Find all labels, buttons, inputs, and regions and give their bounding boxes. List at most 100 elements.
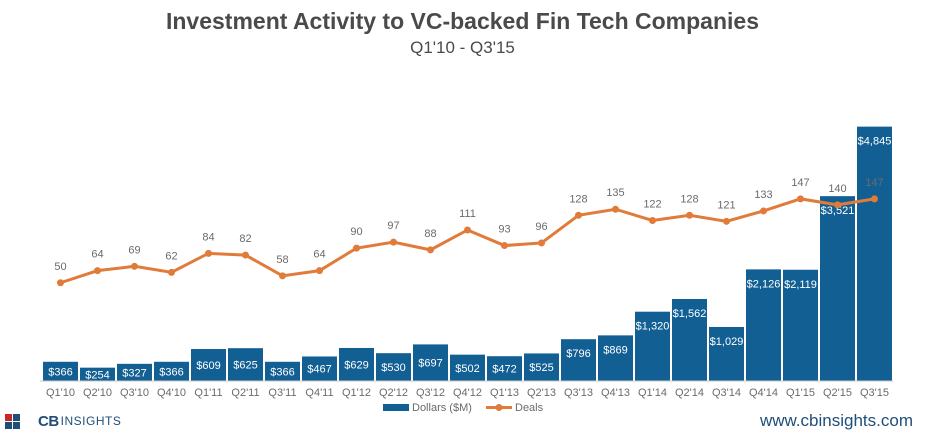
- deal-point: [94, 267, 101, 275]
- x-tick-label: Q2'15: [823, 387, 852, 399]
- deal-value-label: 122: [643, 198, 661, 210]
- x-tick-label: Q4'11: [305, 387, 333, 399]
- bar-value-label: $609: [196, 360, 220, 372]
- deal-point: [390, 238, 397, 246]
- x-tick-label: Q2'11: [231, 387, 259, 399]
- deal-point: [575, 211, 582, 219]
- bar: [376, 353, 411, 381]
- cbinsights-logo: CB INSIGHTS: [5, 411, 121, 431]
- x-tick-label: Q3'11: [268, 387, 296, 399]
- deal-point: [205, 249, 212, 257]
- bar-series: [43, 126, 892, 381]
- x-tick-label: Q4'14: [749, 387, 778, 399]
- deal-value-label: 135: [606, 187, 624, 199]
- deal-value-label: 84: [202, 231, 214, 243]
- bar: [339, 347, 374, 381]
- deal-point: [427, 246, 434, 254]
- bar: [80, 367, 115, 381]
- bar: [857, 126, 892, 381]
- bar: [709, 326, 744, 381]
- deal-value-label: 88: [424, 228, 436, 240]
- x-tick-label: Q4'13: [601, 387, 630, 399]
- deal-point: [316, 267, 323, 275]
- x-tick-label: Q1'15: [786, 387, 815, 399]
- x-tick-label: Q2'14: [675, 387, 704, 399]
- bar-value-label: $796: [566, 348, 590, 360]
- deal-value-label: 93: [498, 224, 510, 236]
- bar-value-label: $472: [492, 364, 516, 376]
- deal-point: [57, 279, 64, 287]
- legend-swatch-dollars: [383, 404, 409, 411]
- x-tick-label: Q1'13: [490, 387, 519, 399]
- bar-value-label: $869: [603, 344, 627, 356]
- deal-point: [649, 216, 656, 224]
- bar: [117, 363, 152, 381]
- bar: [228, 348, 263, 381]
- legend: Dollars ($M) Deals: [383, 402, 544, 414]
- website-link[interactable]: www.cbinsights.com: [759, 411, 913, 430]
- bar-value-label: $4,845: [858, 136, 892, 148]
- x-tick-label: Q2'12: [379, 387, 408, 399]
- bar: [43, 361, 78, 381]
- deal-point: [760, 207, 767, 215]
- bar-value-label: $2,126: [747, 278, 781, 290]
- deal-value-label: 58: [276, 254, 288, 266]
- bar: [598, 335, 633, 381]
- bar: [820, 196, 855, 381]
- deal-value-label: 62: [165, 250, 177, 262]
- legend-swatch-deals-marker: [495, 404, 503, 411]
- x-tick-label: Q1'11: [194, 387, 222, 399]
- bar-value-label: $502: [455, 363, 479, 375]
- deal-value-label: 64: [313, 249, 325, 261]
- deal-point: [797, 195, 804, 203]
- bar: [413, 344, 448, 381]
- deal-point: [131, 262, 138, 270]
- bar: [672, 298, 707, 381]
- deal-point: [538, 239, 545, 247]
- deal-point: [242, 251, 249, 259]
- x-tick-label: Q3'13: [564, 387, 593, 399]
- deal-point: [834, 201, 841, 209]
- deal-point: [279, 272, 286, 280]
- bar: [265, 361, 300, 381]
- deal-point: [612, 205, 619, 213]
- deal-value-label: 121: [717, 199, 735, 211]
- bar-value-label: $1,320: [636, 321, 670, 333]
- bar-value-label: $254: [85, 369, 109, 381]
- deal-value-label: 140: [828, 183, 846, 195]
- bar-value-label: $366: [48, 366, 72, 378]
- chart-subtitle: Q1'10 - Q3'15: [410, 38, 515, 57]
- deal-value-label: 128: [680, 193, 698, 205]
- x-tick-label: Q2'13: [527, 387, 556, 399]
- bar: [450, 354, 485, 381]
- x-tick-label: Q4'10: [157, 387, 186, 399]
- x-tick-label: Q1'14: [638, 387, 667, 399]
- deal-point: [723, 217, 730, 225]
- x-tick-label: Q3'14: [712, 387, 741, 399]
- deal-value-label: 111: [459, 208, 476, 220]
- bar: [191, 349, 226, 381]
- logo-text-insights: INSIGHTS: [60, 414, 122, 428]
- deal-value-label: 69: [128, 244, 140, 256]
- bar-value-label: $366: [270, 366, 294, 378]
- bar: [487, 356, 522, 381]
- bar-value-label: $327: [122, 367, 146, 379]
- bar: [302, 356, 337, 381]
- deal-value-label: 147: [791, 177, 809, 189]
- bar-value-label: $366: [159, 366, 183, 378]
- chart-title: Investment Activity to VC-backed Fin Tec…: [165, 8, 759, 34]
- bar-value-label: $697: [418, 358, 442, 370]
- x-tick-label: Q3'12: [416, 387, 445, 399]
- x-tick-label: Q3'15: [860, 387, 889, 399]
- bar: [635, 311, 670, 381]
- bar-value-label: $530: [381, 362, 405, 374]
- bar: [746, 269, 781, 381]
- bar-value-labels: $366 $254 $327 $366 $609 $625 $366 $467 $629 $530…: [48, 136, 891, 382]
- deal-point: [464, 226, 471, 234]
- deal-value-label: 133: [754, 189, 772, 201]
- deal-value-label: 128: [569, 193, 587, 205]
- bar-value-label: $625: [233, 360, 257, 372]
- legend-label-deals: Deals: [515, 402, 544, 414]
- x-tick-label: Q4'12: [453, 387, 482, 399]
